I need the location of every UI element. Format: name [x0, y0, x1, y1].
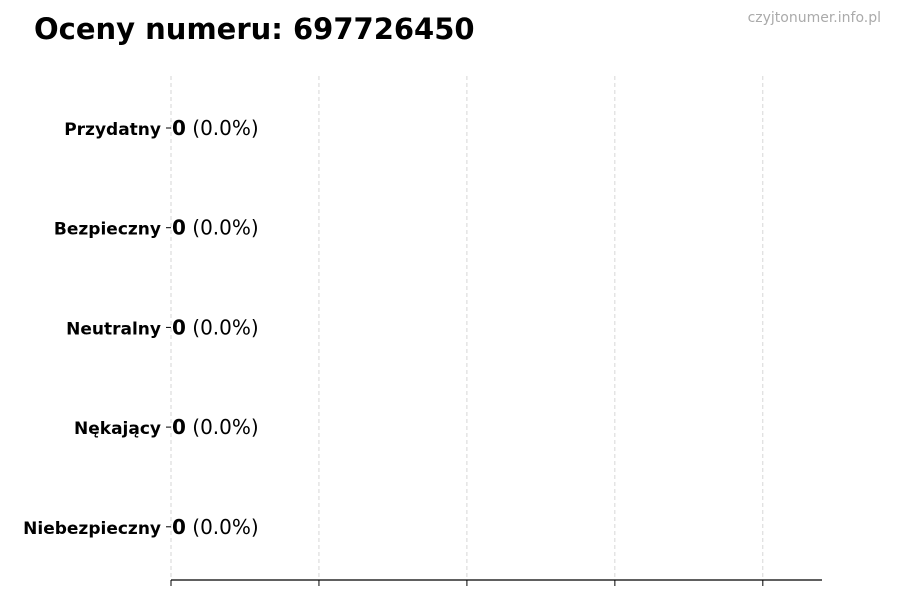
data-label-count: 0 [172, 216, 186, 240]
data-label-percent: (0.0%) [186, 515, 259, 539]
data-label: 0 (0.0%) [172, 315, 259, 339]
data-label: 0 (0.0%) [172, 415, 259, 439]
data-label-count: 0 [172, 415, 186, 439]
watermark: czyjtonumer.info.pl [747, 10, 881, 26]
chart-title: Oceny numeru: 697726450 [34, 12, 475, 46]
y-tick-label: Nękający [74, 419, 161, 439]
data-label: 0 (0.0%) [172, 116, 259, 140]
data-label-percent: (0.0%) [186, 415, 259, 439]
y-tick-label: Bezpieczny [54, 220, 161, 240]
data-label-count: 0 [172, 116, 186, 140]
y-tick-label: Neutralny [66, 319, 161, 339]
data-label-count: 0 [172, 315, 186, 339]
data-label-count: 0 [172, 515, 186, 539]
data-label-percent: (0.0%) [186, 216, 259, 240]
y-tick-label: Przydatny [64, 120, 161, 140]
data-label: 0 (0.0%) [172, 515, 259, 539]
data-label: 0 (0.0%) [172, 216, 259, 240]
y-tick-label: Niebezpieczny [23, 519, 161, 539]
data-label-percent: (0.0%) [186, 116, 259, 140]
data-label-percent: (0.0%) [186, 315, 259, 339]
